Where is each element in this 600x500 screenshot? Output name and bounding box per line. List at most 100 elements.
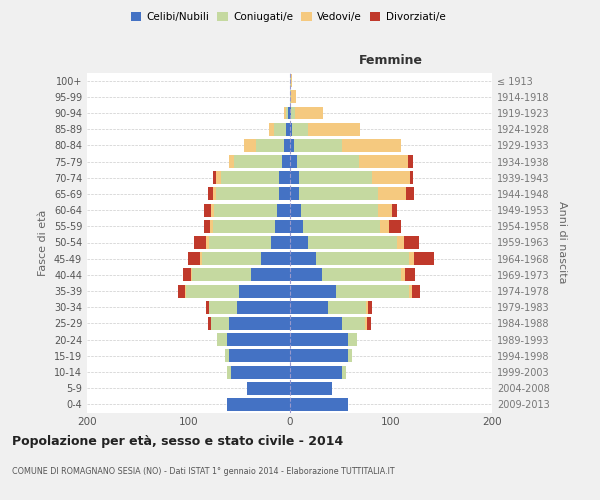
Bar xyxy=(185,284,186,298)
Bar xyxy=(209,188,212,200)
Bar xyxy=(209,236,271,249)
Bar xyxy=(410,172,413,184)
Bar xyxy=(377,204,392,216)
Bar xyxy=(409,284,412,298)
Bar xyxy=(290,268,322,281)
Bar xyxy=(212,188,215,200)
Bar xyxy=(290,220,302,233)
Bar xyxy=(178,284,185,298)
Bar xyxy=(269,122,274,136)
Bar xyxy=(404,236,419,249)
Bar xyxy=(367,317,371,330)
Bar xyxy=(275,220,290,233)
Bar xyxy=(215,172,221,184)
Bar xyxy=(289,106,290,120)
Bar xyxy=(244,139,256,152)
Bar xyxy=(368,301,371,314)
Bar xyxy=(200,252,202,265)
Bar xyxy=(295,106,323,120)
Bar xyxy=(205,220,209,233)
Bar xyxy=(205,204,211,216)
Bar xyxy=(380,220,389,233)
Bar xyxy=(286,106,289,120)
Bar xyxy=(290,284,336,298)
Bar xyxy=(212,220,275,233)
Bar xyxy=(299,188,377,200)
Bar xyxy=(209,317,211,330)
Bar xyxy=(290,333,348,346)
Bar xyxy=(256,139,284,152)
Bar xyxy=(251,268,290,281)
Bar xyxy=(290,74,292,87)
Bar xyxy=(308,236,397,249)
Y-axis label: Anni di nascita: Anni di nascita xyxy=(557,201,566,283)
Bar xyxy=(401,268,405,281)
Bar xyxy=(261,252,290,265)
Bar xyxy=(290,236,308,249)
Bar xyxy=(290,398,348,411)
Bar xyxy=(367,301,368,314)
Bar xyxy=(290,155,296,168)
Bar xyxy=(234,155,283,168)
Bar xyxy=(290,252,316,265)
Bar xyxy=(217,333,227,346)
Bar xyxy=(296,155,359,168)
Bar xyxy=(237,301,290,314)
Bar xyxy=(371,172,410,184)
Bar xyxy=(290,366,342,378)
Bar xyxy=(191,268,193,281)
Bar xyxy=(290,122,292,136)
Bar xyxy=(408,155,413,168)
Bar xyxy=(188,252,200,265)
Bar xyxy=(211,204,214,216)
Bar xyxy=(193,268,251,281)
Bar xyxy=(214,204,277,216)
Legend: Celibi/Nubili, Coniugati/e, Vedovi/e, Divorziati/e: Celibi/Nubili, Coniugati/e, Vedovi/e, Di… xyxy=(127,8,449,26)
Bar xyxy=(342,366,346,378)
Bar xyxy=(206,236,209,249)
Y-axis label: Fasce di età: Fasce di età xyxy=(38,210,48,276)
Bar xyxy=(406,188,414,200)
Text: Femmine: Femmine xyxy=(359,54,423,68)
Bar xyxy=(221,172,280,184)
Bar xyxy=(212,172,215,184)
Bar xyxy=(414,252,434,265)
Bar xyxy=(412,284,420,298)
Bar xyxy=(280,188,290,200)
Bar xyxy=(322,268,401,281)
Bar xyxy=(280,172,290,184)
Bar xyxy=(284,106,286,120)
Bar xyxy=(290,172,299,184)
Bar xyxy=(397,236,404,249)
Bar xyxy=(209,220,212,233)
Bar xyxy=(302,220,380,233)
Bar xyxy=(290,350,348,362)
Bar xyxy=(227,398,290,411)
Bar xyxy=(284,139,290,152)
Bar xyxy=(308,122,361,136)
Bar xyxy=(405,268,415,281)
Bar xyxy=(206,301,209,314)
Bar xyxy=(271,236,290,249)
Bar xyxy=(290,317,342,330)
Bar xyxy=(227,366,231,378)
Bar xyxy=(290,301,328,314)
Bar xyxy=(336,284,409,298)
Text: Popolazione per età, sesso e stato civile - 2014: Popolazione per età, sesso e stato civil… xyxy=(12,435,343,448)
Bar xyxy=(299,172,371,184)
Bar xyxy=(359,155,408,168)
Text: COMUNE DI ROMAGNANO SESIA (NO) - Dati ISTAT 1° gennaio 2014 - Elaborazione TUTTI: COMUNE DI ROMAGNANO SESIA (NO) - Dati IS… xyxy=(12,468,395,476)
Bar xyxy=(239,284,290,298)
Bar xyxy=(290,382,332,394)
Bar xyxy=(389,220,401,233)
Bar xyxy=(328,301,367,314)
Bar xyxy=(247,382,290,394)
Bar xyxy=(290,204,301,216)
Bar xyxy=(301,204,377,216)
Bar xyxy=(229,317,290,330)
Bar xyxy=(348,350,352,362)
Bar xyxy=(283,155,290,168)
Bar xyxy=(231,366,290,378)
Bar xyxy=(225,350,229,362)
Bar xyxy=(377,188,406,200)
